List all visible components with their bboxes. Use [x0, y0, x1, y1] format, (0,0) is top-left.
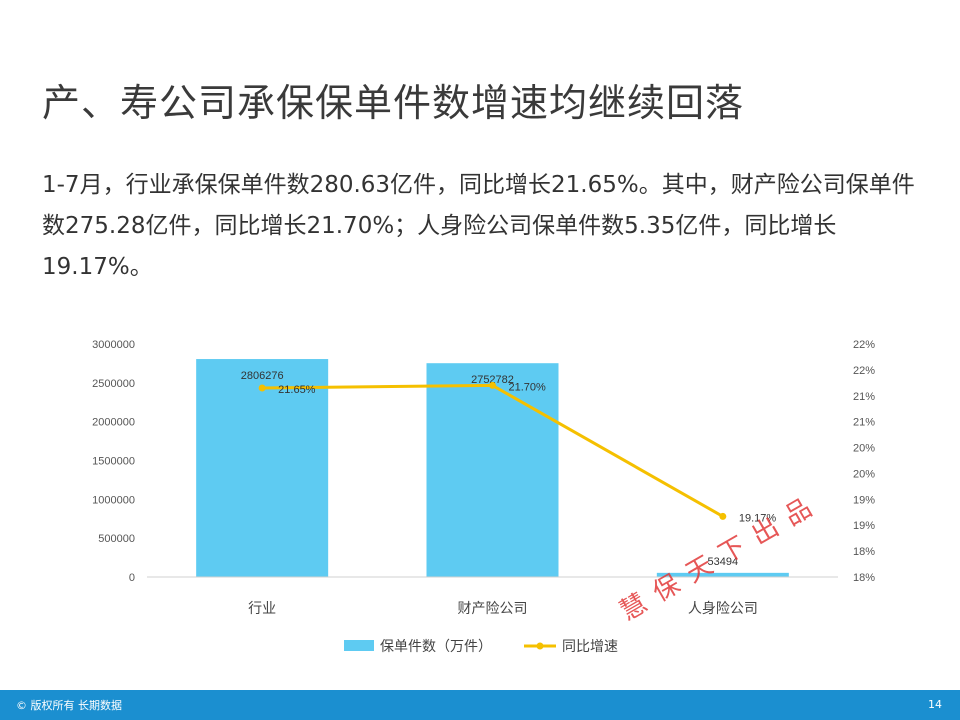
bar-value-label: 53494: [708, 556, 739, 568]
right-axis-tick-label: 21%: [853, 417, 875, 429]
footer-bar: © 版权所有 长期数据 14: [0, 690, 960, 720]
growth-rate-label: 19.17%: [739, 512, 777, 524]
legend-bar-label: 保单件数（万件）: [380, 639, 492, 655]
bar-value-label: 2806276: [241, 370, 284, 382]
left-axis-tick-label: 0: [129, 572, 135, 584]
growth-rate-label: 21.70%: [509, 381, 547, 393]
summary-text: 1-7月，行业承保保单件数280.63亿件，同比增长21.65%。其中，财产险公…: [42, 172, 915, 280]
x-axis-category-label: 财产险公司: [458, 601, 528, 617]
bar-人身险公司: [656, 572, 789, 577]
growth-rate-label: 21.65%: [278, 384, 316, 396]
legend-line-marker: [536, 642, 544, 650]
bar-行业: [196, 359, 329, 577]
growth-rate-point: [489, 381, 496, 389]
left-axis-tick-label: 2000000: [92, 417, 135, 429]
left-axis-tick-label: 1000000: [92, 494, 135, 506]
left-axis-tick-label: 3000000: [92, 339, 135, 351]
combo-chart: 0 500000 1000000 1500000 2000000 2500000 30000…: [92, 339, 875, 655]
page-number: 14: [928, 698, 942, 711]
right-axis-tick-label: 22%: [853, 339, 875, 351]
right-axis-tick-label: 21%: [853, 391, 875, 403]
left-axis-tick-label: 1500000: [92, 456, 135, 468]
bar-财产险公司: [426, 363, 559, 577]
x-axis-category-label: 行业: [248, 601, 276, 617]
x-axis-category-label: 人身险公司: [688, 601, 758, 617]
left-axis-tick-label: 2500000: [92, 378, 135, 390]
right-axis-tick-label: 20%: [853, 443, 875, 455]
left-axis-tick-label: 500000: [98, 533, 135, 545]
growth-rate-point: [258, 384, 266, 392]
summary-paragraph: 1-7月，行业承保保单件数280.63亿件，同比增长21.65%。其中，财产险公…: [42, 165, 922, 288]
right-axis-tick-label: 18%: [853, 546, 875, 558]
page-title: 产、寿公司承保保单件数增速均继续回落: [42, 81, 745, 125]
footer-copyright: © 版权所有 长期数据: [16, 699, 122, 712]
right-axis-tick-label: 18%: [853, 572, 875, 584]
bar-value-label: 2752782: [471, 374, 514, 386]
right-axis-tick-label: 22%: [853, 365, 875, 377]
right-axis-tick-label: 19%: [853, 494, 875, 506]
right-axis-tick-label: 20%: [853, 468, 875, 480]
legend-bar-swatch: [344, 640, 374, 651]
legend-line-label: 同比增速: [562, 639, 618, 655]
right-axis-tick-label: 19%: [853, 520, 875, 532]
growth-rate-point: [719, 512, 727, 520]
